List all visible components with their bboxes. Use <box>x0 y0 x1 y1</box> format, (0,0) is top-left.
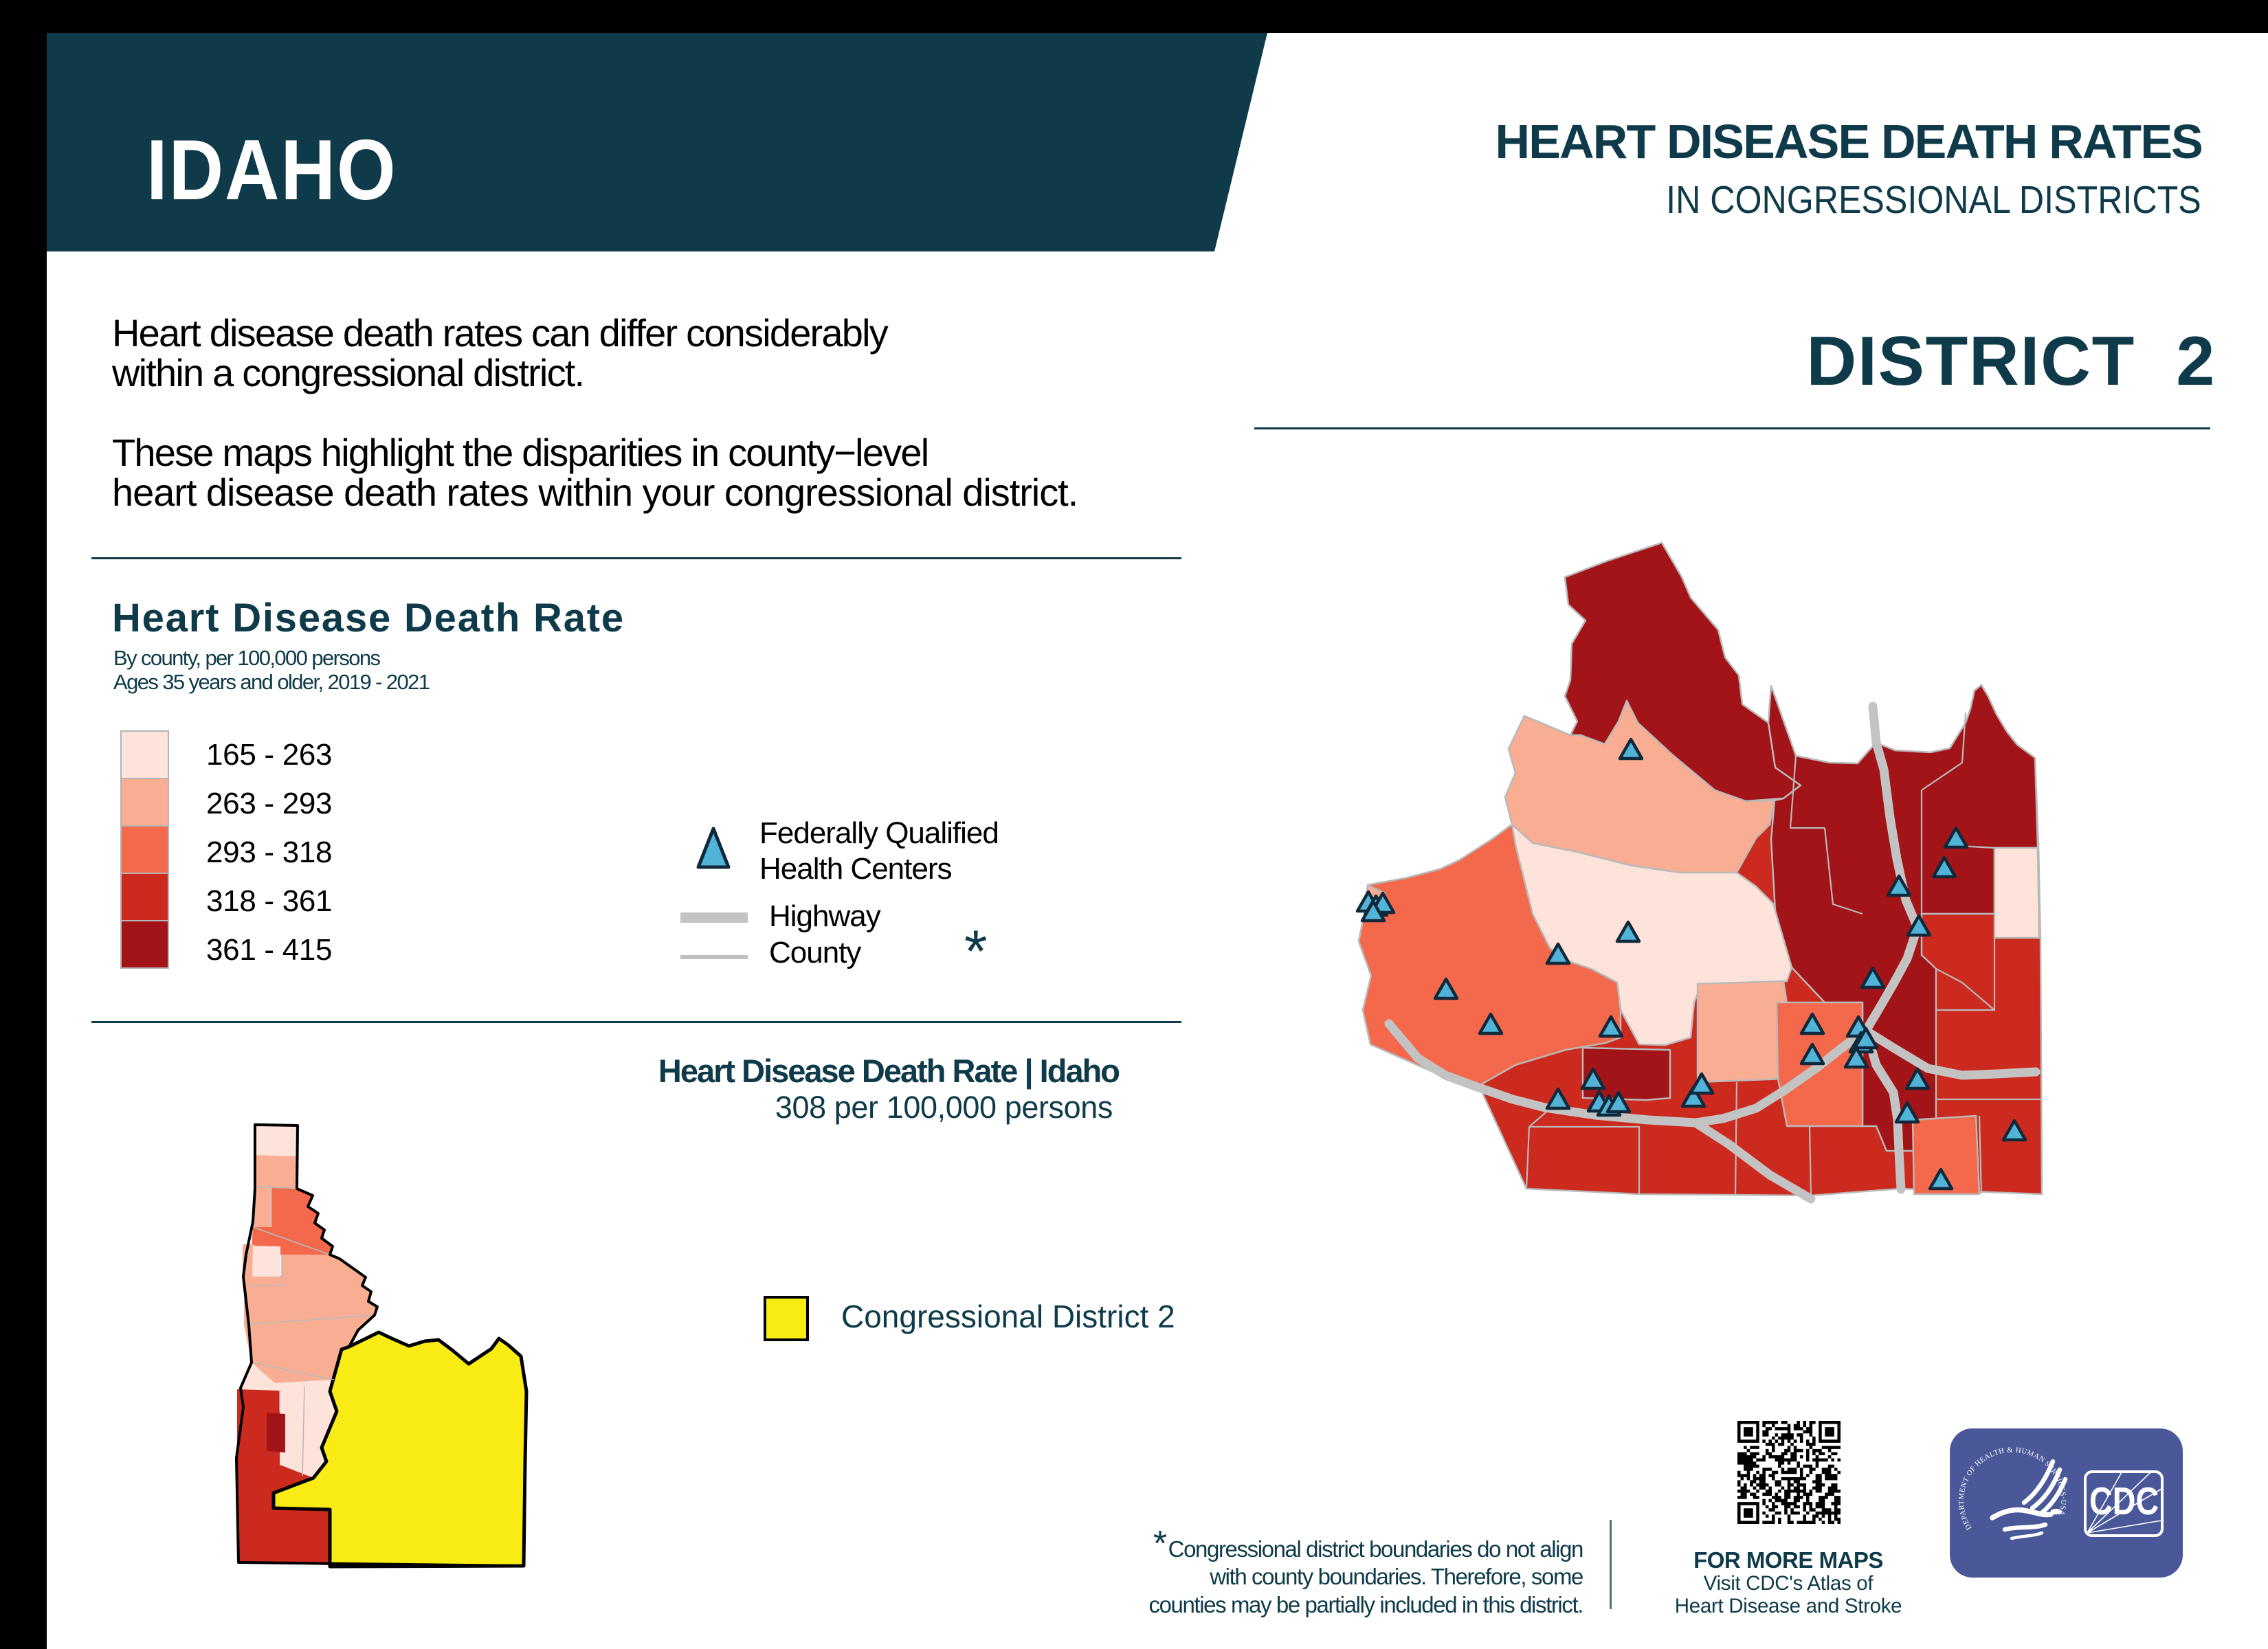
svg-text:CDC: CDC <box>2089 1480 2159 1523</box>
